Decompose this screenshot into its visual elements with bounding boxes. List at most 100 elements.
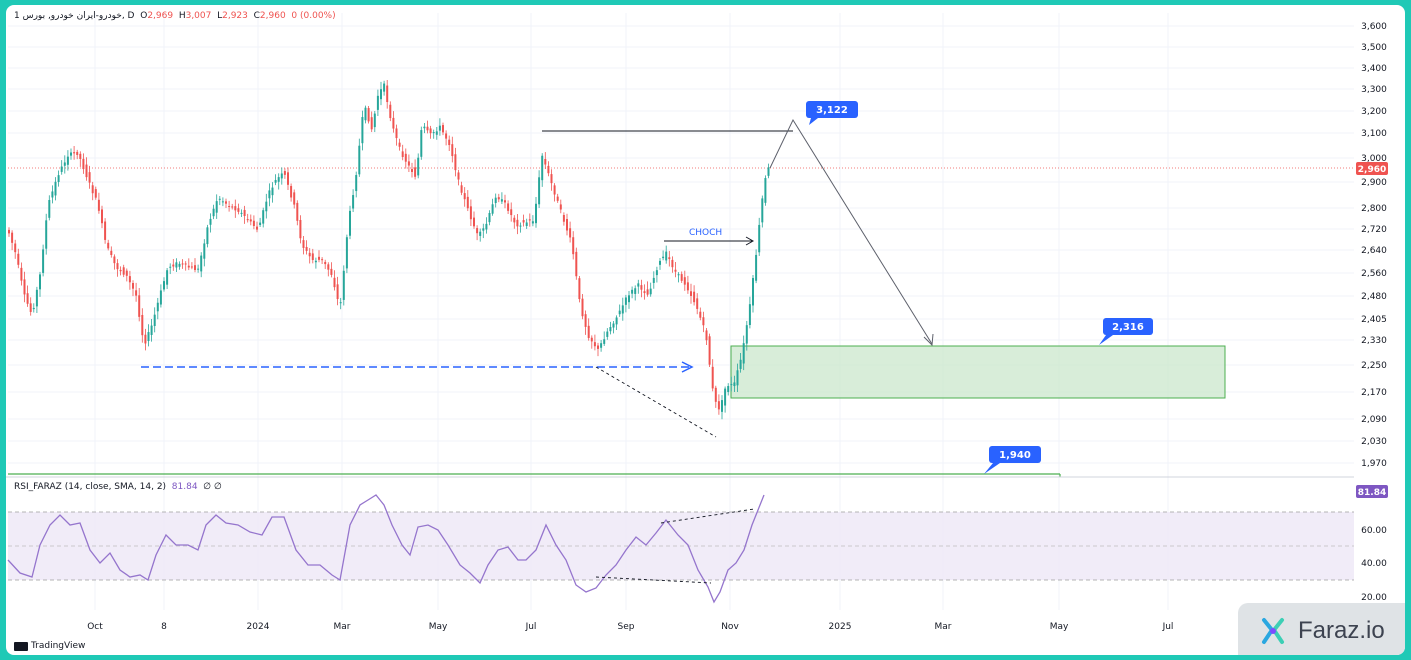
- candle-body: [97, 199, 100, 211]
- candle-body: [150, 325, 153, 335]
- label-zone-top[interactable]: 2,316: [1099, 318, 1153, 345]
- blue-arrow-head: [681, 361, 694, 373]
- candle-body: [305, 246, 308, 251]
- candle-body: [587, 325, 590, 338]
- candle-body: [739, 359, 742, 369]
- candle-body: [479, 231, 482, 236]
- candle-body: [584, 314, 587, 327]
- ohlc-change: 0 (0.00%): [291, 11, 336, 21]
- candle-body: [355, 175, 358, 192]
- label-target-high[interactable]: 3,122: [806, 101, 858, 125]
- candle-body: [398, 142, 401, 147]
- candle-body: [51, 191, 54, 198]
- candle-body: [528, 219, 531, 221]
- projection-path[interactable]: [769, 118, 933, 345]
- candle-body: [66, 156, 69, 165]
- candle-body: [330, 268, 333, 275]
- candle-body: [457, 172, 460, 180]
- faraz-badge[interactable]: Faraz.io: [1238, 603, 1405, 655]
- candle-body: [420, 130, 423, 157]
- price-tick-label: 2,250: [1361, 361, 1387, 371]
- candle-body: [531, 221, 534, 224]
- candle-body: [358, 145, 361, 175]
- candle-body: [476, 228, 479, 234]
- candle-body: [23, 279, 26, 295]
- candle-body: [442, 125, 444, 133]
- candle-body: [373, 113, 376, 128]
- candle-body: [367, 108, 370, 122]
- candle-body: [349, 210, 351, 236]
- candle-body: [132, 283, 134, 289]
- candle-body: [262, 210, 265, 224]
- candle-body: [519, 225, 522, 227]
- candle-body: [758, 224, 761, 253]
- candle-body: [513, 217, 516, 223]
- candle-body: [674, 269, 677, 272]
- candle-body: [659, 260, 661, 265]
- tradingview-logo-icon: [14, 641, 28, 651]
- time-tick-label: May: [429, 622, 448, 632]
- candle-body: [535, 203, 537, 224]
- current-price-tag: 2,960: [1356, 162, 1388, 175]
- candle-body: [755, 254, 758, 281]
- candle-body: [438, 125, 441, 131]
- chart-canvas[interactable]: 3,122 2,316 1,940 CHOCH 3,6003,5003,4003…: [6, 5, 1405, 655]
- candle-body: [73, 152, 76, 154]
- symbol-name[interactable]: 1 خودرو-ایران خودرو, بورس, D: [14, 11, 135, 21]
- projection-arrow-head: [923, 333, 934, 347]
- candle-body: [237, 208, 240, 212]
- candle-body: [280, 173, 283, 179]
- candle-body: [352, 195, 355, 209]
- price-axis[interactable]: 3,600 3,500 3,400 3,300 3,200 3,100 3,000 2,900…: [1361, 22, 1387, 469]
- candle-body: [361, 117, 364, 144]
- candle-body: [88, 172, 91, 183]
- candle-body: [169, 266, 172, 268]
- ohlc-open: 2,969: [147, 11, 174, 21]
- label-support[interactable]: 1,940: [984, 446, 1041, 474]
- candle-body: [615, 317, 618, 325]
- candle-body: [624, 297, 627, 305]
- price-divergence-line: [595, 366, 717, 438]
- candle-body: [234, 206, 237, 211]
- candle-body: [516, 219, 519, 227]
- candle-body: [274, 179, 277, 183]
- candle-body: [194, 265, 196, 271]
- ohlc-low: 2,923: [222, 11, 248, 21]
- candle-body: [321, 259, 324, 261]
- choch-label: CHOCH: [689, 228, 722, 238]
- candle-body: [293, 192, 296, 205]
- rsi-name[interactable]: RSI_FARAZ (14, close, SMA, 14, 2): [14, 482, 167, 492]
- candle-body: [206, 227, 209, 245]
- ohlc-h-label: H: [178, 11, 186, 21]
- candle-body: [116, 263, 119, 270]
- candle-body: [339, 302, 342, 304]
- candle-body: [522, 220, 525, 223]
- rsi-header: RSI_FARAZ (14, close, SMA, 14, 2) 81.84 …: [14, 482, 222, 492]
- candle-body: [79, 153, 82, 159]
- candle-body: [386, 85, 389, 103]
- candle-body: [541, 155, 544, 181]
- ohlc-high: 3,007: [185, 11, 212, 21]
- candle-body: [748, 304, 751, 326]
- price-tick-label: 2,900: [1361, 178, 1387, 188]
- candle-body: [215, 201, 218, 213]
- candle-body: [407, 161, 410, 166]
- candle-body: [14, 243, 17, 253]
- rsi-axis[interactable]: 60.00 40.00 20.00: [1361, 526, 1387, 603]
- candle-body: [113, 256, 116, 264]
- candle-body: [597, 345, 599, 349]
- candle-body: [482, 228, 485, 231]
- candle-body: [252, 220, 255, 226]
- candle-body: [153, 314, 156, 327]
- candle-body: [144, 334, 147, 344]
- price-tick-label: 1,970: [1361, 459, 1387, 469]
- candle-body: [336, 284, 339, 300]
- price-tick-label: 3,300: [1361, 85, 1387, 95]
- candle-body: [680, 274, 683, 281]
- candle-body: [218, 198, 221, 200]
- time-axis[interactable]: Oct 8 2024 Mar May Jul Sep Nov 2025 Mar May Jul: [87, 622, 1173, 632]
- candle-body: [702, 317, 705, 326]
- demand-zone[interactable]: [730, 345, 1226, 399]
- tradingview-brand[interactable]: TradingView: [14, 641, 85, 651]
- candle-body: [389, 104, 392, 119]
